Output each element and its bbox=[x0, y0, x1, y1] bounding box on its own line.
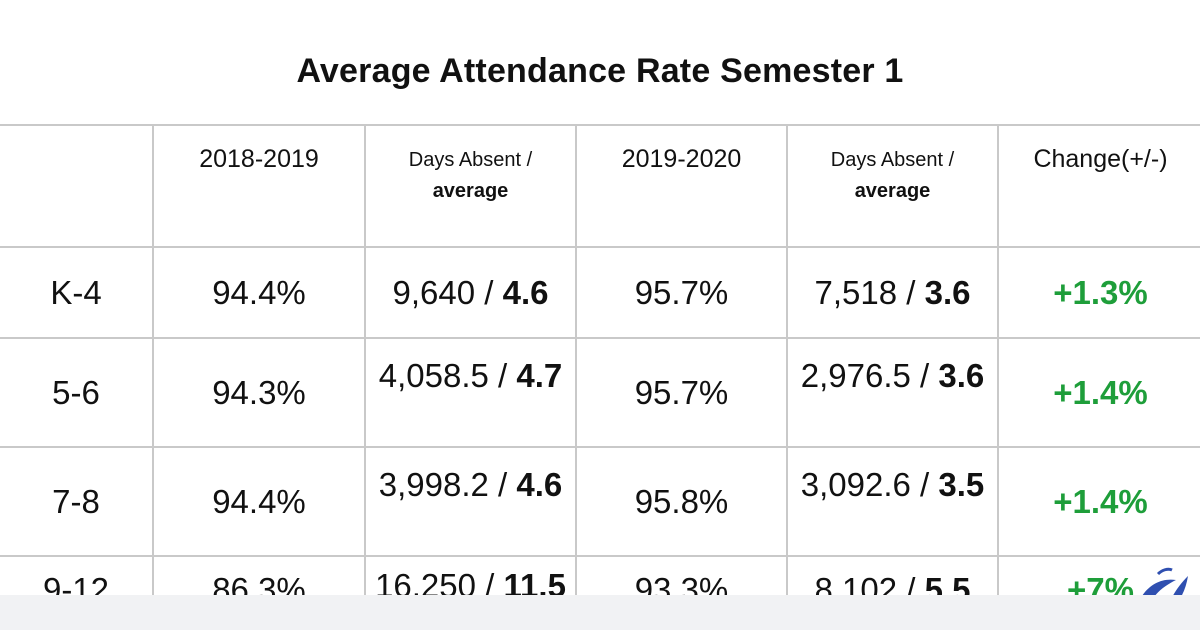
rate-2019-cell: 95.8% bbox=[575, 446, 788, 557]
header-2019-2020: 2019-2020 bbox=[575, 124, 788, 248]
header-average-label: average bbox=[854, 180, 931, 202]
rate-2018-cell: 94.4% bbox=[152, 446, 366, 557]
rate-2018-cell: 94.4% bbox=[152, 246, 366, 339]
table-header-row: 2018-2019 Days Absent / average 2019-202… bbox=[0, 124, 1200, 248]
change-cell: +1.4% bbox=[997, 337, 1200, 448]
rate-2019-cell: 95.7% bbox=[575, 246, 788, 339]
attendance-table: 2018-2019 Days Absent / average 2019-202… bbox=[0, 124, 1200, 595]
header-days-absent-2018: Days Absent / average bbox=[364, 124, 577, 248]
absent-2019-cell: 3,092.6 / 3.5 bbox=[786, 446, 999, 557]
header-days-absent-2019: Days Absent / average bbox=[786, 124, 999, 248]
page-title: Average Attendance Rate Semester 1 bbox=[296, 52, 904, 90]
header-days-absent-label: Days Absent / bbox=[408, 149, 533, 171]
change-cell: +7% bbox=[997, 555, 1200, 595]
table-row: 9-12 86.3% 16,250 / 11.5 93.3% 8,102 / 5… bbox=[0, 555, 1200, 595]
grade-cell: 5-6 bbox=[0, 337, 154, 448]
absent-2018-cell: 9,640 / 4.6 bbox=[364, 246, 577, 339]
grade-cell: 9-12 bbox=[0, 555, 154, 595]
header-change: Change(+/-) bbox=[997, 124, 1200, 248]
leaf-logo-icon bbox=[1142, 567, 1188, 595]
change-cell: +1.4% bbox=[997, 446, 1200, 557]
header-grade-blank bbox=[0, 124, 154, 248]
absent-2018-cell: 16,250 / 11.5 bbox=[364, 555, 577, 595]
grade-cell: 7-8 bbox=[0, 446, 154, 557]
absent-2018-cell: 4,058.5 / 4.7 bbox=[364, 337, 577, 448]
rate-2018-cell: 86.3% bbox=[152, 555, 366, 595]
header-2018-2019: 2018-2019 bbox=[152, 124, 366, 248]
rate-2018-cell: 94.3% bbox=[152, 337, 366, 448]
grade-cell: K-4 bbox=[0, 246, 154, 339]
table-row: 5-6 94.3% 4,058.5 / 4.7 95.7% 2,976.5 / … bbox=[0, 337, 1200, 448]
attendance-document: Average Attendance Rate Semester 1 2018-… bbox=[0, 0, 1200, 595]
header-days-absent-label: Days Absent / bbox=[830, 149, 955, 171]
absent-2019-cell: 2,976.5 / 3.6 bbox=[786, 337, 999, 448]
rate-2019-cell: 95.7% bbox=[575, 337, 788, 448]
header-average-label: average bbox=[432, 180, 509, 202]
absent-2019-cell: 7,518 / 3.6 bbox=[786, 246, 999, 339]
absent-2018-cell: 3,998.2 / 4.6 bbox=[364, 446, 577, 557]
rate-2019-cell: 93.3% bbox=[575, 555, 788, 595]
table-row: 7-8 94.4% 3,998.2 / 4.6 95.8% 3,092.6 / … bbox=[0, 446, 1200, 557]
table-row: K-4 94.4% 9,640 / 4.6 95.7% 7,518 / 3.6 … bbox=[0, 246, 1200, 339]
change-cell: +1.3% bbox=[997, 246, 1200, 339]
absent-2019-cell: 8,102 / 5.5 bbox=[786, 555, 999, 595]
